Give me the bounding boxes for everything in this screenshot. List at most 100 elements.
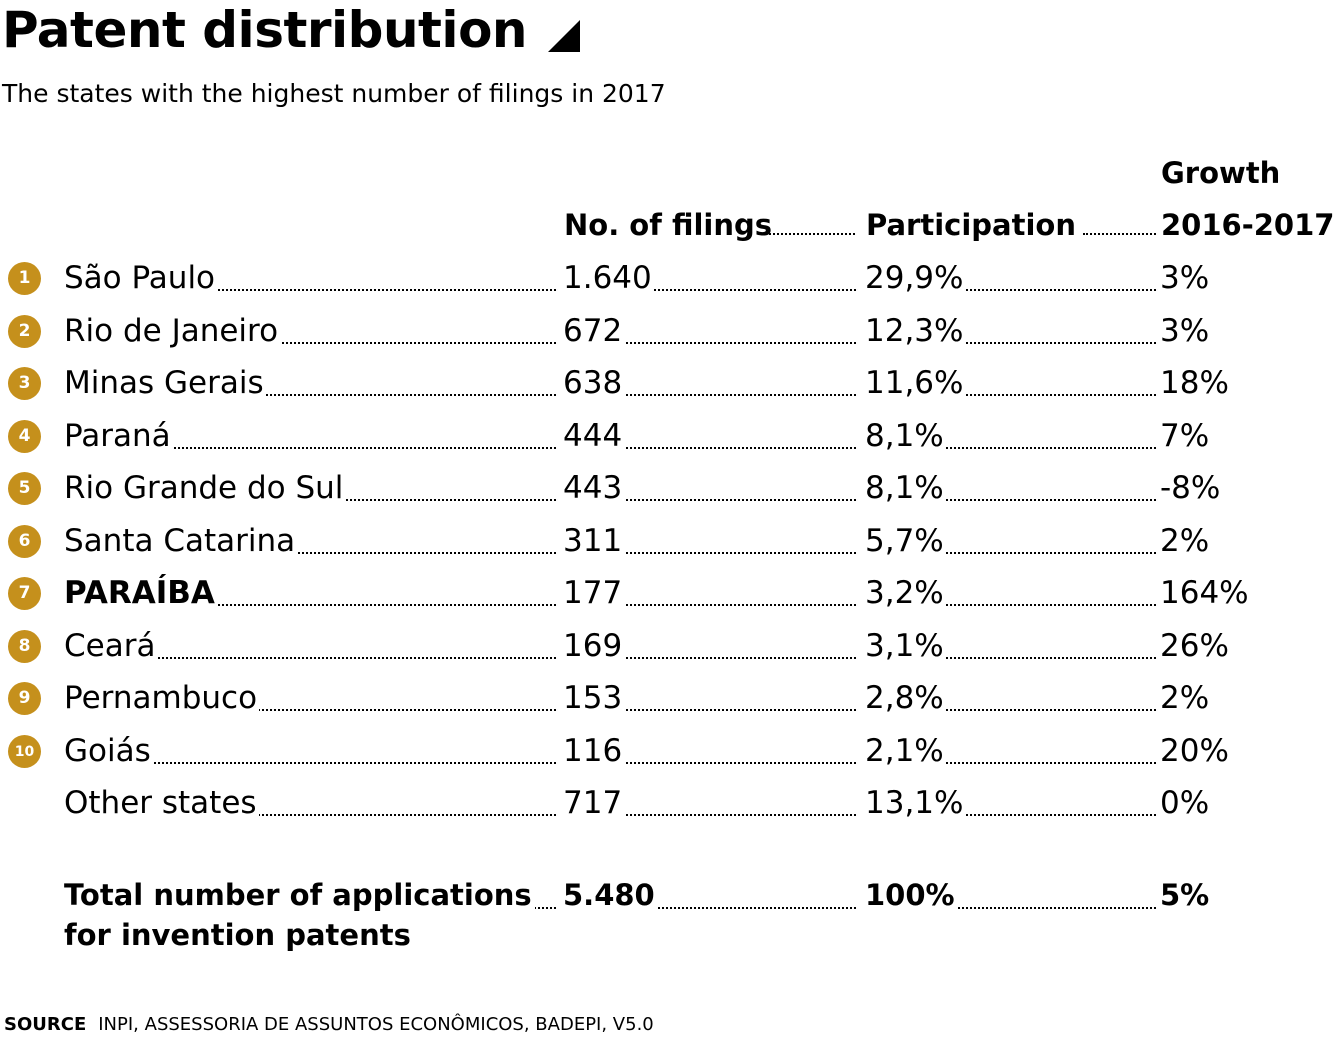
growth-value: 164% bbox=[1160, 574, 1251, 612]
header-growth-line1: Growth bbox=[1161, 156, 1281, 190]
growth-value: 20% bbox=[1160, 732, 1231, 770]
dot-leader bbox=[74, 552, 556, 554]
filings-value: 444 bbox=[563, 417, 625, 455]
dot-leader bbox=[875, 907, 1156, 909]
rank-badge: 9 bbox=[8, 682, 41, 715]
dot-leader bbox=[875, 657, 1156, 659]
rank-badge: 1 bbox=[8, 262, 41, 295]
state-name: Goiás bbox=[64, 732, 153, 770]
source-label: SOURCE bbox=[4, 1014, 87, 1035]
total-participation: 100% bbox=[865, 875, 958, 915]
dot-leader bbox=[74, 604, 556, 606]
state-name: Rio de Janeiro bbox=[64, 312, 281, 350]
filings-value: 169 bbox=[563, 627, 625, 665]
total-label-line1: Total number of applications bbox=[64, 875, 535, 915]
growth-value: -8% bbox=[1160, 469, 1223, 507]
dot-leader bbox=[573, 814, 856, 816]
participation-value: 11,6% bbox=[865, 364, 966, 402]
total-filings: 5.480 bbox=[563, 875, 658, 915]
state-name: São Paulo bbox=[64, 259, 218, 297]
rank-badge: 2 bbox=[8, 315, 41, 348]
header-dot-leader bbox=[1083, 233, 1156, 235]
dot-leader bbox=[573, 604, 856, 606]
dot-leader bbox=[74, 709, 556, 711]
filings-value: 153 bbox=[563, 679, 625, 717]
rank-badge: 3 bbox=[8, 367, 41, 400]
dot-leader bbox=[875, 499, 1156, 501]
growth-value: 18% bbox=[1160, 364, 1231, 402]
dot-leader bbox=[573, 657, 856, 659]
state-name: Other states bbox=[64, 784, 259, 822]
dot-leader bbox=[875, 552, 1156, 554]
dot-leader bbox=[74, 814, 556, 816]
total-label-line2: for invention patents bbox=[64, 915, 414, 955]
state-name: PARAÍBA bbox=[64, 574, 217, 612]
participation-value: 12,3% bbox=[865, 312, 966, 350]
dot-leader bbox=[573, 289, 856, 291]
dot-leader bbox=[74, 447, 556, 449]
header-dot-leader bbox=[762, 233, 855, 235]
rank-badge: 4 bbox=[8, 420, 41, 453]
participation-value: 5,7% bbox=[865, 522, 946, 560]
rank-badge: 10 bbox=[8, 735, 41, 768]
chart-title: Patent distribution bbox=[2, 1, 528, 59]
dot-leader bbox=[573, 709, 856, 711]
dot-leader bbox=[74, 289, 556, 291]
dot-leader bbox=[875, 447, 1156, 449]
growth-value: 2% bbox=[1160, 522, 1212, 560]
dot-leader bbox=[875, 709, 1156, 711]
growth-value: 7% bbox=[1160, 417, 1212, 455]
state-name: Minas Gerais bbox=[64, 364, 266, 402]
dot-leader bbox=[74, 394, 556, 396]
participation-value: 3,2% bbox=[865, 574, 946, 612]
dot-leader bbox=[74, 342, 556, 344]
participation-value: 2,1% bbox=[865, 732, 946, 770]
state-name: Paraná bbox=[64, 417, 173, 455]
header-growth-line2: 2016-2017 bbox=[1161, 208, 1335, 242]
dot-leader bbox=[74, 762, 556, 764]
dot-leader bbox=[573, 907, 856, 909]
participation-value: 3,1% bbox=[865, 627, 946, 665]
chart-subtitle: The states with the highest number of fi… bbox=[2, 79, 666, 108]
corner-triangle-icon bbox=[548, 20, 580, 52]
state-name: Rio Grande do Sul bbox=[64, 469, 346, 507]
filings-value: 177 bbox=[563, 574, 625, 612]
dot-leader bbox=[875, 604, 1156, 606]
dot-leader bbox=[74, 657, 556, 659]
header-participation: Participation bbox=[866, 208, 1076, 242]
participation-value: 2,8% bbox=[865, 679, 946, 717]
source-text: INPI, ASSESSORIA DE ASSUNTOS ECONÔMICOS,… bbox=[98, 1014, 654, 1035]
filings-value: 672 bbox=[563, 312, 625, 350]
participation-value: 29,9% bbox=[865, 259, 966, 297]
growth-value: 2% bbox=[1160, 679, 1212, 717]
dot-leader bbox=[573, 552, 856, 554]
state-name: Santa Catarina bbox=[64, 522, 298, 560]
filings-value: 443 bbox=[563, 469, 625, 507]
growth-value: 3% bbox=[1160, 312, 1212, 350]
rank-badge: 6 bbox=[8, 525, 41, 558]
filings-value: 638 bbox=[563, 364, 625, 402]
dot-leader bbox=[573, 447, 856, 449]
filings-value: 717 bbox=[563, 784, 625, 822]
filings-value: 116 bbox=[563, 732, 625, 770]
dot-leader bbox=[875, 289, 1156, 291]
state-name: Ceará bbox=[64, 627, 158, 665]
dot-leader bbox=[573, 342, 856, 344]
total-growth: 5% bbox=[1160, 875, 1213, 915]
dot-leader bbox=[573, 394, 856, 396]
rank-badge: 8 bbox=[8, 630, 41, 663]
source-note: SOURCE INPI, ASSESSORIA DE ASSUNTOS ECONÔ… bbox=[4, 1013, 654, 1037]
filings-value: 311 bbox=[563, 522, 625, 560]
participation-value: 13,1% bbox=[865, 784, 966, 822]
growth-value: 3% bbox=[1160, 259, 1212, 297]
dot-leader bbox=[875, 394, 1156, 396]
growth-value: 26% bbox=[1160, 627, 1231, 665]
header-filings: No. of filings bbox=[564, 208, 772, 242]
participation-value: 8,1% bbox=[865, 417, 946, 455]
filings-value: 1.640 bbox=[563, 259, 654, 297]
participation-value: 8,1% bbox=[865, 469, 946, 507]
dot-leader bbox=[875, 814, 1156, 816]
dot-leader bbox=[875, 342, 1156, 344]
rank-badge: 7 bbox=[8, 577, 41, 610]
state-name: Pernambuco bbox=[64, 679, 260, 717]
